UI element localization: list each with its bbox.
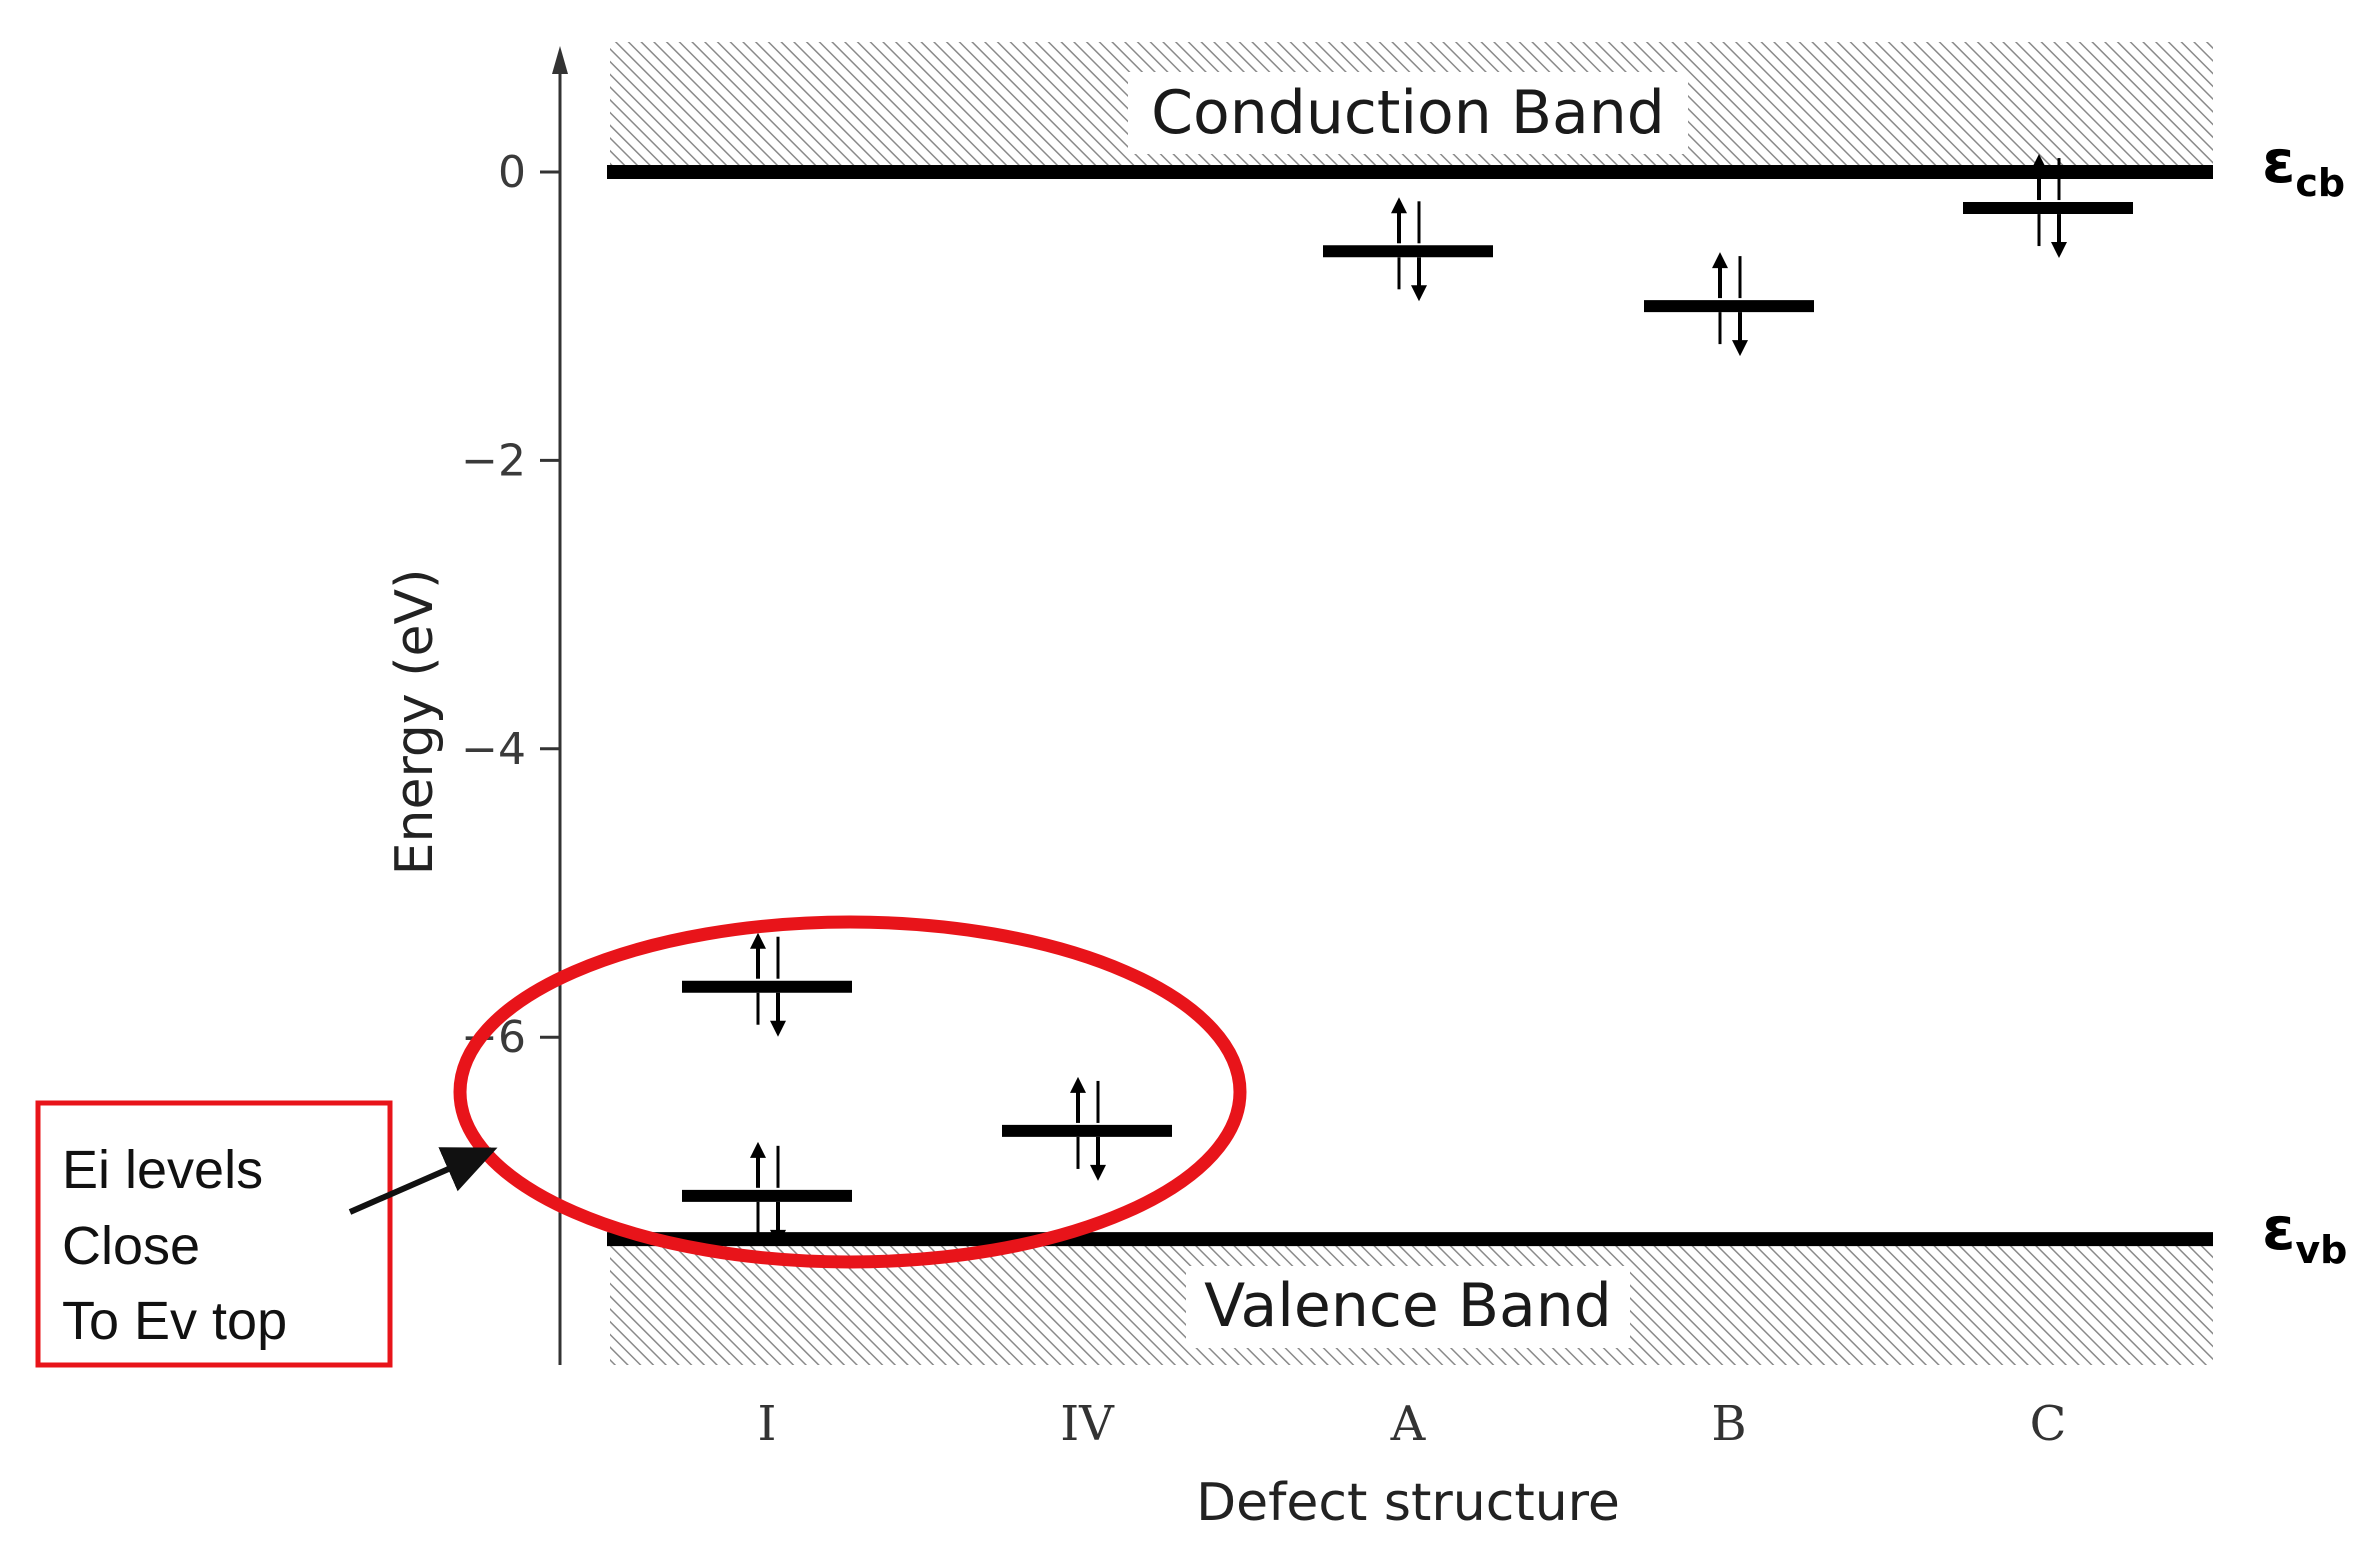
- spin-down-arrow-head: [770, 1229, 786, 1246]
- annotation-line-2: Close: [62, 1216, 200, 1276]
- conduction-band-edge-symbol: εcb: [2262, 127, 2345, 205]
- spin-down-arrow-head: [1411, 285, 1427, 302]
- defect-levels: [682, 154, 2133, 1246]
- spin-up-arrow-head: [750, 1141, 766, 1158]
- defect-level: [1963, 154, 2133, 259]
- defect-level: [1644, 252, 1814, 357]
- spin-down-arrow-head: [1732, 340, 1748, 357]
- x-category-label: C: [2030, 1396, 2067, 1452]
- y-tick-label: −4: [461, 724, 526, 775]
- y-axis-title: Energy (eV): [385, 569, 445, 876]
- valence-band-edge-symbol: εvb: [2262, 1194, 2347, 1272]
- valence-band-label: Valence Band: [1204, 1271, 1612, 1341]
- y-axis-arrow-icon: [552, 46, 568, 74]
- spin-down-arrow-head: [2051, 242, 2067, 259]
- annotation-box: [35, 1100, 393, 1368]
- x-category-label: IV: [1060, 1396, 1115, 1452]
- defect-level: [682, 1141, 852, 1246]
- spin-up-arrow-head: [2031, 154, 2047, 171]
- spin-down-arrow-head: [1090, 1164, 1106, 1181]
- x-category-labels: I IV A B C: [758, 1396, 2067, 1452]
- conduction-band-label: Conduction Band: [1151, 78, 1665, 148]
- spin-up-arrow-head: [1712, 252, 1728, 269]
- spin-up-arrow-head: [1391, 197, 1407, 214]
- defect-level: [1323, 197, 1493, 302]
- annotation-line-1: Ei levels: [62, 1140, 263, 1200]
- valence-band-label-bg: [1186, 1266, 1630, 1348]
- spin-down-arrow-head: [770, 1020, 786, 1037]
- x-category-label: A: [1390, 1396, 1427, 1452]
- conduction-band-label-bg: [1128, 72, 1688, 154]
- y-ticks: 0−2−4−6: [461, 147, 560, 1063]
- spin-up-arrow-head: [1070, 1076, 1086, 1093]
- spin-up-arrow-head: [750, 932, 766, 949]
- x-axis-title: Defect structure: [1196, 1473, 1620, 1533]
- annotation-arrow: [348, 1147, 498, 1215]
- defect-level: [682, 932, 852, 1037]
- defect-level: [1002, 1076, 1172, 1181]
- x-category-label: I: [758, 1396, 777, 1452]
- x-category-label: B: [1711, 1396, 1746, 1452]
- annotation-line-3: To Ev top: [62, 1291, 287, 1351]
- y-tick-label: 0: [498, 147, 526, 198]
- highlight-ellipse: [453, 915, 1247, 1269]
- y-tick-label: −2: [461, 435, 526, 486]
